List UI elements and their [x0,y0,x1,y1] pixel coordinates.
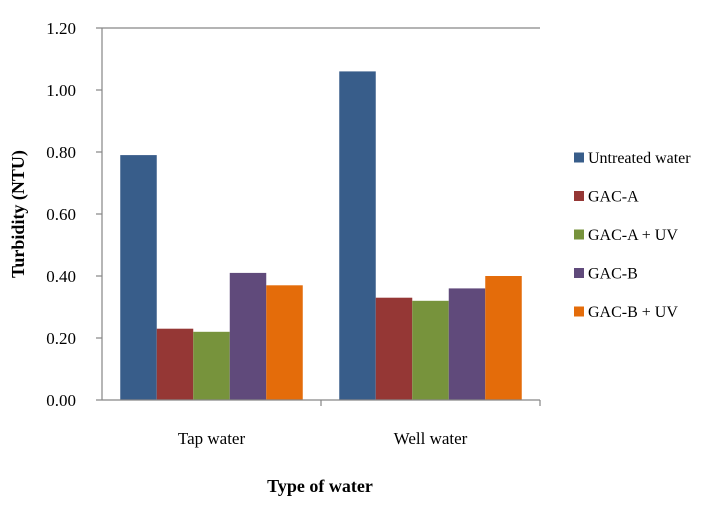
y-tick-label: 0.80 [46,143,76,162]
bar-gac-b-tap-water [229,272,267,400]
x-category-label: Well water [394,429,468,448]
legend-swatch [574,306,584,317]
bar-gac-b-uv-tap-water [266,285,303,400]
bar-gac-a-tap-water [156,328,194,400]
bar-gac-b-uv-well-water [485,276,522,400]
legend: Untreated water GAC-A GAC-A + UV GAC-B GAC-B… [574,150,691,321]
legend-label: GAC-B + UV [588,304,678,321]
bar-untreated-water-well-water [339,71,376,401]
bar-gac-a-well-water [375,297,413,400]
legend-label: Untreated water [588,150,691,167]
y-tick-label: 1.00 [46,81,76,100]
y-axis-title: Turbidity (NTU) [8,150,29,278]
y-tick-label: 0.60 [46,205,76,224]
x-axis-categories: Tap water Well water [178,400,541,448]
bar-gac-a-uv-well-water [412,300,449,400]
y-tick-label: 1.20 [46,19,76,38]
y-axis-ticks: 0.00 0.20 0.40 0.60 0.80 1.00 1.20 [46,19,540,410]
x-category-label: Tap water [178,429,246,448]
y-tick-label: 0.00 [46,391,76,410]
bar-gac-a-uv-tap-water [193,331,230,400]
bar-gac-b-well-water [448,288,486,400]
legend-swatch [574,268,584,278]
legend-swatch [574,191,584,201]
y-tick-label: 0.40 [46,267,76,286]
bars [120,71,522,401]
legend-label: GAC-A [588,189,639,206]
legend-label: GAC-A + UV [588,227,678,244]
legend-label: GAC-B [588,266,638,283]
y-tick-label: 0.20 [46,329,76,348]
x-axis-title: Type of water [267,476,373,496]
bar-untreated-water-tap-water [120,155,157,400]
legend-swatch [574,152,584,163]
legend-swatch [574,229,584,240]
